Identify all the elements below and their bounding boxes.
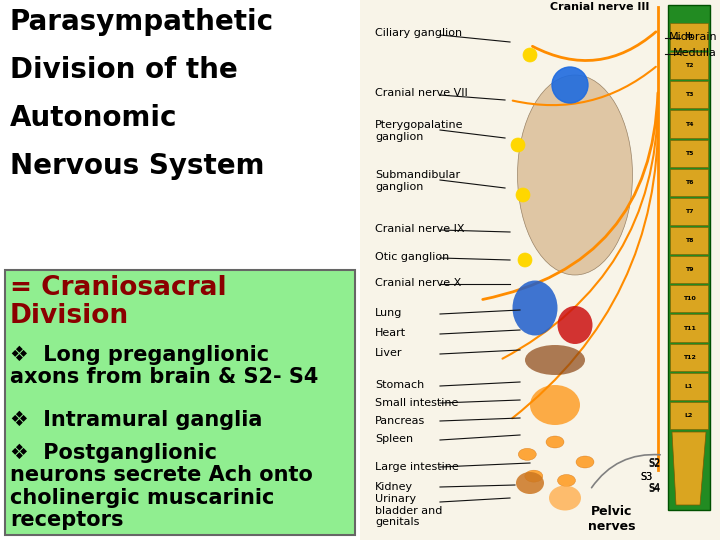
Text: Heart: Heart xyxy=(375,328,406,338)
FancyBboxPatch shape xyxy=(670,198,708,225)
Text: T9: T9 xyxy=(685,267,693,272)
Text: Medulla: Medulla xyxy=(673,48,717,58)
Ellipse shape xyxy=(525,345,585,375)
Text: Submandibular
ganglion: Submandibular ganglion xyxy=(375,170,460,192)
Text: Cranial nerve III: Cranial nerve III xyxy=(550,2,649,12)
Text: T8: T8 xyxy=(685,238,693,243)
Text: L2: L2 xyxy=(685,413,693,418)
Text: Division of the: Division of the xyxy=(10,56,238,84)
Text: T10: T10 xyxy=(683,296,696,301)
FancyBboxPatch shape xyxy=(670,256,708,284)
Circle shape xyxy=(518,253,532,267)
Text: Spleen: Spleen xyxy=(375,434,413,444)
FancyBboxPatch shape xyxy=(670,168,708,196)
Text: T6: T6 xyxy=(685,180,693,185)
Text: S3: S3 xyxy=(640,472,652,482)
Text: Pterygopalatine
ganglion: Pterygopalatine ganglion xyxy=(375,120,464,141)
Text: T5: T5 xyxy=(685,151,693,156)
FancyBboxPatch shape xyxy=(670,343,708,371)
Text: T12: T12 xyxy=(683,355,696,360)
FancyBboxPatch shape xyxy=(670,314,708,342)
Text: Stomach: Stomach xyxy=(375,380,424,390)
Bar xyxy=(668,5,710,510)
Text: = Craniosacral
Division: = Craniosacral Division xyxy=(10,275,227,329)
Text: Autonomic: Autonomic xyxy=(10,104,178,132)
Ellipse shape xyxy=(516,472,544,494)
Ellipse shape xyxy=(546,436,564,448)
Ellipse shape xyxy=(557,475,575,487)
FancyBboxPatch shape xyxy=(670,52,708,79)
Text: Pancreas: Pancreas xyxy=(375,416,426,426)
Text: T2: T2 xyxy=(685,63,693,68)
Circle shape xyxy=(516,188,530,202)
Text: Otic ganglion: Otic ganglion xyxy=(375,252,449,262)
Text: S4: S4 xyxy=(648,483,660,493)
Text: T7: T7 xyxy=(685,209,693,214)
FancyBboxPatch shape xyxy=(5,270,355,535)
Text: Parasympathetic: Parasympathetic xyxy=(10,8,274,36)
FancyBboxPatch shape xyxy=(670,110,708,138)
Ellipse shape xyxy=(549,485,581,510)
Ellipse shape xyxy=(525,470,543,482)
FancyBboxPatch shape xyxy=(670,23,708,50)
Text: S2: S2 xyxy=(648,459,660,469)
Text: Ciliary ganglion: Ciliary ganglion xyxy=(375,28,462,38)
FancyBboxPatch shape xyxy=(670,82,708,109)
Text: Lung: Lung xyxy=(375,308,402,318)
Text: Kidney: Kidney xyxy=(375,482,413,492)
Text: Cranial nerve VII: Cranial nerve VII xyxy=(375,88,468,98)
FancyBboxPatch shape xyxy=(670,227,708,254)
Text: Urinary
bladder and
genitals: Urinary bladder and genitals xyxy=(375,494,442,527)
Text: Small intestine: Small intestine xyxy=(375,398,459,408)
Text: T11: T11 xyxy=(683,326,696,330)
Ellipse shape xyxy=(530,385,580,425)
Text: Cranial nerve IX: Cranial nerve IX xyxy=(375,224,464,234)
Text: Cranial nerve X: Cranial nerve X xyxy=(375,278,462,288)
Text: Large intestine: Large intestine xyxy=(375,462,459,472)
Text: Midbrain: Midbrain xyxy=(668,32,717,42)
Text: S3: S3 xyxy=(640,472,652,482)
Bar xyxy=(360,0,720,540)
Circle shape xyxy=(523,48,537,62)
FancyBboxPatch shape xyxy=(670,402,708,429)
FancyBboxPatch shape xyxy=(670,285,708,313)
Circle shape xyxy=(552,67,588,103)
Text: L1: L1 xyxy=(685,384,693,389)
Text: Pelvic
nerves: Pelvic nerves xyxy=(588,505,636,533)
Polygon shape xyxy=(672,432,706,505)
Circle shape xyxy=(511,138,525,152)
Text: ❖  Long preganglionic
axons from brain & S2- S4: ❖ Long preganglionic axons from brain & … xyxy=(10,345,318,387)
Text: Nervous System: Nervous System xyxy=(10,152,264,180)
Text: S4: S4 xyxy=(648,484,660,494)
Text: T1: T1 xyxy=(685,34,693,39)
Ellipse shape xyxy=(557,306,593,344)
Text: ❖  Intramural ganglia: ❖ Intramural ganglia xyxy=(10,410,262,430)
Text: T3: T3 xyxy=(685,92,693,97)
Ellipse shape xyxy=(513,280,557,335)
Text: T4: T4 xyxy=(685,122,693,126)
FancyBboxPatch shape xyxy=(670,139,708,167)
Ellipse shape xyxy=(518,448,536,460)
Ellipse shape xyxy=(576,456,594,468)
Ellipse shape xyxy=(518,75,632,275)
FancyBboxPatch shape xyxy=(670,373,708,400)
Text: ❖  Postganglionic
neurons secrete Ach onto
cholinergic muscarinic
receptors: ❖ Postganglionic neurons secrete Ach ont… xyxy=(10,443,313,530)
Text: Liver: Liver xyxy=(375,348,402,358)
Text: S2: S2 xyxy=(648,458,660,468)
